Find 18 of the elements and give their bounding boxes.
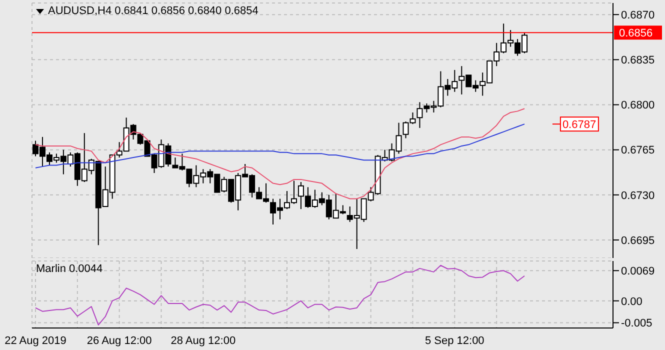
y-tick-label: 0.00 xyxy=(621,296,642,308)
y-tick-label: -0.005 xyxy=(621,318,652,330)
x-tick-label: 28 Aug 12:00 xyxy=(170,334,236,347)
y-tick-label: 0.6695 xyxy=(621,234,655,247)
chart-title: AUDUSD,H4 0.6841 0.6856 0.6840 0.6854 xyxy=(48,5,258,17)
ref-line-label: 0.6856 xyxy=(619,28,653,40)
text: 0.6787 xyxy=(562,119,596,132)
x-tick-label: 5 Sep 12:00 xyxy=(424,334,484,347)
x-tick-label: 22 Aug 2019 xyxy=(4,334,66,347)
chart-title: Marlin 0.0044 xyxy=(36,263,103,275)
y-tick-label: 0.6730 xyxy=(621,190,655,202)
y-tick-label: 0.6835 xyxy=(621,54,655,67)
y-tick-label: 0.6800 xyxy=(621,100,655,112)
y-tick-label: 0.0069 xyxy=(621,266,655,278)
y-tick-label: 0.6765 xyxy=(621,144,655,157)
line-series xyxy=(34,264,526,326)
y-tick-label: 0.6870 xyxy=(621,9,655,22)
x-tick-label: 26 Aug 12:00 xyxy=(86,334,152,347)
